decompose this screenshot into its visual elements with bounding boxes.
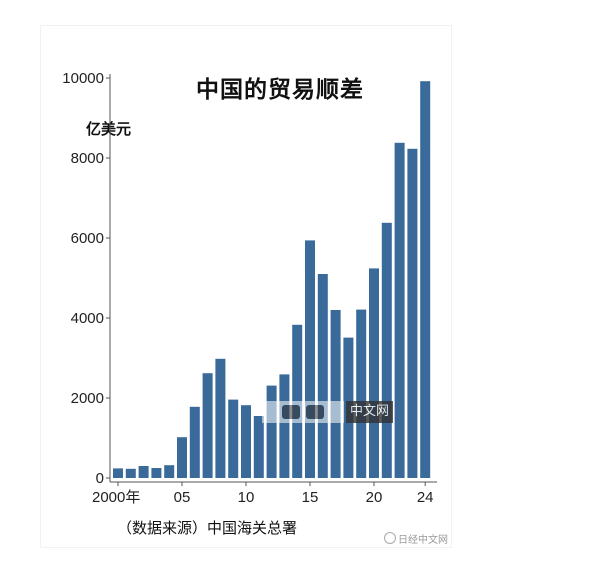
bar-2023 bbox=[407, 148, 418, 479]
weibo-watermark: 日经中文网 bbox=[384, 531, 448, 546]
bar-2015 bbox=[305, 240, 315, 478]
bar-2020 bbox=[369, 268, 379, 478]
data-source-note: （数据来源）中国海关总署 bbox=[117, 519, 298, 537]
bar-2007 bbox=[202, 373, 213, 478]
bar-2009 bbox=[228, 399, 239, 478]
y-axis-unit-label: 亿美元 bbox=[86, 120, 132, 138]
bar-2000 bbox=[113, 468, 123, 478]
y-tick-label: 8000 bbox=[71, 150, 104, 167]
bar-2001 bbox=[125, 468, 136, 478]
bar-2008 bbox=[215, 358, 226, 478]
bar-2021 bbox=[381, 222, 392, 478]
watermark: 中文网 bbox=[262, 401, 402, 423]
y-tick-label: 2000 bbox=[71, 390, 104, 407]
bar-2002 bbox=[138, 466, 149, 478]
x-tick-label: 15 bbox=[302, 489, 319, 506]
bar-2010 bbox=[241, 405, 251, 478]
bar-2005 bbox=[177, 437, 187, 478]
y-tick-label: 6000 bbox=[71, 230, 104, 247]
x-tick-label: 05 bbox=[174, 489, 191, 506]
y-tick-label: 4000 bbox=[71, 310, 104, 327]
bar-2011 bbox=[253, 416, 264, 478]
x-tick-label: 20 bbox=[366, 489, 383, 506]
watermark-text: 中文网 bbox=[346, 401, 394, 423]
bar-2019 bbox=[356, 309, 367, 478]
x-tick-label: 2000年 bbox=[92, 489, 140, 506]
bar-2012 bbox=[266, 385, 277, 478]
bar-2024 bbox=[420, 81, 431, 478]
bar-2016 bbox=[317, 274, 328, 478]
y-tick-label: 0 bbox=[96, 470, 104, 487]
y-tick-label: 10000 bbox=[62, 70, 104, 87]
weibo-icon bbox=[384, 532, 396, 544]
x-tick-label: 24 bbox=[417, 489, 434, 506]
bar-2003 bbox=[151, 468, 162, 478]
bar-2017 bbox=[330, 310, 341, 478]
nikkei-logo-icon bbox=[262, 401, 344, 423]
weibo-watermark-text: 日经中文网 bbox=[398, 535, 448, 546]
bar-2006 bbox=[189, 406, 200, 478]
x-tick-label: 10 bbox=[238, 489, 255, 506]
bar-2004 bbox=[164, 465, 175, 478]
chart-title: 中国的贸易顺差 bbox=[196, 77, 364, 103]
bar-2022 bbox=[394, 142, 405, 479]
bar-2013 bbox=[279, 374, 290, 478]
